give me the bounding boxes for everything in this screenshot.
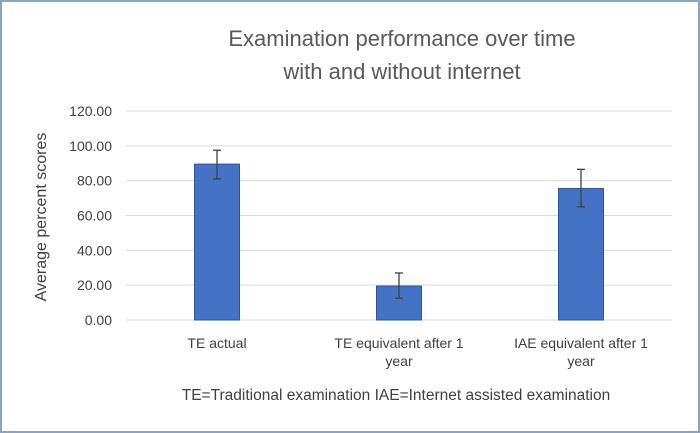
y-tick-label: 0.00 [85, 312, 112, 328]
error-bar [395, 272, 403, 299]
y-tick-label: 20.00 [77, 277, 112, 293]
x-axis-categories: TE actual TE equivalent after 1 year IAE eq… [187, 335, 648, 369]
x-category-label: year [567, 353, 595, 369]
y-axis-title: Average percent scores [33, 133, 50, 302]
x-category-label: IAE equivalent after 1 [514, 335, 648, 351]
x-category-label: year [385, 353, 413, 369]
y-tick-label: 100.00 [69, 138, 112, 154]
bar [558, 188, 604, 321]
y-tick-label: 40.00 [77, 242, 112, 258]
y-axis-ticks: 0.00 20.00 40.00 60.00 80.00 100.00 120.00 [69, 103, 112, 328]
bar [194, 163, 240, 321]
error-bar [577, 168, 585, 208]
x-category-label: TE actual [187, 335, 246, 351]
chart-footnote: TE=Traditional examination IAE=Internet … [182, 387, 611, 404]
chart-title-line-2: with and without internet [282, 59, 520, 84]
y-tick-label: 120.00 [69, 103, 112, 119]
x-category-label: TE equivalent after 1 [334, 335, 463, 351]
y-tick-label: 60.00 [77, 208, 112, 224]
error-bars [213, 149, 585, 299]
error-bar [213, 149, 221, 180]
y-tick-label: 80.00 [77, 173, 112, 189]
chart-title-line-1: Examination performance over time [228, 26, 575, 51]
